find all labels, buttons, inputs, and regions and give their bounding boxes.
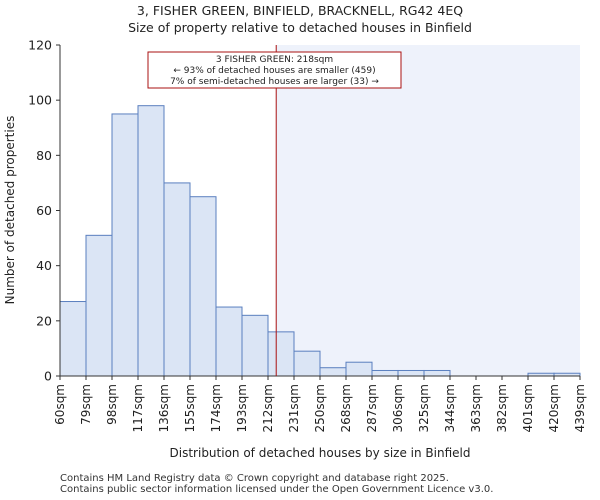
x-tick-label: 250sqm — [313, 384, 327, 432]
x-tick-label: 268sqm — [339, 384, 353, 432]
footer-line2: Contains public sector information licen… — [60, 484, 494, 495]
annotation-box — [147, 51, 402, 89]
histogram-bar — [163, 182, 191, 377]
x-tick-label: 136sqm — [157, 384, 171, 432]
histogram-bar — [241, 314, 269, 377]
y-tick-label: 120 — [28, 38, 52, 53]
y-tick-label: 80 — [36, 148, 52, 163]
x-tick-label: 306sqm — [391, 384, 405, 432]
larger-region-shade — [276, 45, 580, 376]
annotation-line-1: 3 FISHER GREEN: 218sqm — [216, 55, 333, 65]
histogram-bar — [397, 369, 425, 377]
y-tick-label: 0 — [44, 369, 52, 384]
y-tick-label: 40 — [36, 258, 52, 273]
x-tick-label: 117sqm — [131, 384, 145, 432]
x-tick-label: 155sqm — [183, 384, 197, 432]
x-tick-label: 420sqm — [547, 384, 561, 432]
x-tick-label: 98sqm — [105, 384, 119, 425]
footer-line1: Contains HM Land Registry data © Crown c… — [60, 473, 449, 484]
x-tick-label: 212sqm — [261, 384, 275, 432]
y-tick-label: 60 — [36, 203, 52, 218]
x-tick-label: 344sqm — [443, 384, 457, 432]
x-tick-label: 287sqm — [365, 384, 379, 432]
chart-title-line1: 3, FISHER GREEN, BINFIELD, BRACKNELL, RG… — [136, 3, 464, 18]
chart-title: 3, FISHER GREEN, BINFIELD, BRACKNELL, RG… — [0, 2, 600, 36]
x-tick-label: 363sqm — [469, 384, 483, 432]
x-tick-label: 439sqm — [573, 384, 587, 432]
histogram-bar — [345, 361, 373, 377]
x-axis-label: Distribution of detached houses by size … — [170, 446, 471, 460]
x-tick-label: 174sqm — [209, 384, 223, 432]
histogram-bar — [319, 367, 347, 377]
annotation-line-2: ← 93% of detached houses are smaller (45… — [173, 66, 375, 76]
x-tick-label: 60sqm — [53, 384, 67, 425]
histogram-bar — [267, 331, 295, 377]
histogram-bar — [59, 301, 87, 377]
shade-layer — [276, 45, 580, 376]
x-tick-label: 193sqm — [235, 384, 249, 432]
footer: Contains HM Land Registry data © Crown c… — [60, 473, 493, 495]
histogram-bar — [371, 369, 399, 377]
histogram-bar — [215, 306, 243, 377]
annotation-line-3: 7% of semi-detached houses are larger (3… — [170, 77, 379, 87]
y-tick-label: 20 — [36, 313, 52, 328]
x-tick-label: 79sqm — [79, 384, 93, 425]
histogram-bar — [85, 234, 113, 377]
histogram-bar — [111, 113, 139, 377]
histogram-bar — [423, 369, 451, 377]
histogram-bar — [137, 105, 165, 377]
histogram-bar — [189, 196, 217, 377]
x-tick-label: 231sqm — [287, 384, 301, 432]
y-axis-label: Number of detached properties — [3, 116, 17, 305]
x-tick-label: 325sqm — [417, 384, 431, 432]
chart-title-line2: Size of property relative to detached ho… — [128, 20, 472, 35]
axis-layer: 0 20 40 60 80 100 120 60sqm 79sqm 98sqm 117sqm 136s… — [28, 38, 587, 433]
histogram-chart: 0 20 40 60 80 100 120 60sqm 79sqm 98sqm 117sqm 136s… — [3, 38, 587, 461]
y-tick-label: 100 — [28, 93, 52, 108]
x-tick-label: 401sqm — [521, 384, 535, 432]
x-tick-label: 382sqm — [495, 384, 509, 432]
bars-layer — [59, 105, 581, 377]
marker-layer: 3 FISHER GREEN: 218sqm← 93% of detached … — [147, 45, 402, 376]
histogram-bar — [293, 350, 321, 377]
